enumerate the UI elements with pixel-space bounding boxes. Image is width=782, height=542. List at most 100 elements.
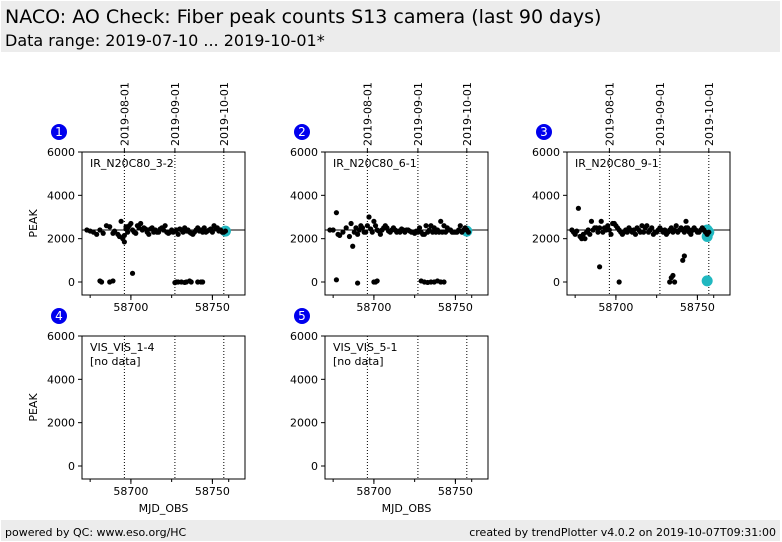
- y-tick-label: 2000: [47, 233, 75, 246]
- x-tick-label: 58700: [598, 301, 633, 314]
- data-point: [371, 218, 377, 224]
- panel-number-badge: [536, 124, 552, 140]
- y-tick-label: 6000: [290, 146, 318, 159]
- y-tick-label: 0: [311, 460, 318, 473]
- x-axis-label: MJD_OBS: [139, 502, 189, 515]
- data-point: [125, 229, 131, 235]
- data-point: [348, 220, 354, 227]
- panel-label: IR_N20C80_9-1: [575, 157, 659, 170]
- data-point: [112, 228, 118, 234]
- data-range-subtitle: Data range: 2019-07-10 ... 2019-10-01*: [5, 31, 325, 50]
- date-marker-label: 2019-08-01: [603, 82, 616, 146]
- data-point: [641, 229, 647, 235]
- panel-number-badge: [294, 308, 310, 324]
- data-point: [681, 253, 687, 259]
- panel-number: 3: [540, 125, 548, 139]
- no-data-note: [no data]: [90, 355, 141, 368]
- data-point: [94, 231, 100, 237]
- plot-frame: [81, 151, 246, 296]
- data-point: [673, 223, 679, 229]
- data-point: [138, 220, 144, 227]
- y-tick-label: 2000: [532, 233, 560, 246]
- data-point: [337, 232, 343, 239]
- data-point: [597, 264, 603, 270]
- data-point: [632, 231, 639, 237]
- data-point: [457, 223, 463, 229]
- data-point: [587, 231, 593, 237]
- date-marker-label: 2019-10-01: [703, 82, 716, 146]
- data-point: [582, 236, 588, 242]
- data-point: [689, 227, 696, 233]
- scatter-panel-3: 3 2019-08-01 2019-09-01 2019-10-01 0 2000 4000…: [532, 82, 731, 314]
- panel-number-badge: [51, 308, 67, 324]
- data-point: [129, 270, 136, 276]
- header-bar: NACO: AO Check: Fiber peak counts S13 ca…: [1, 1, 780, 52]
- footer-bar: powered by QC: www.eso.org/HC created by…: [1, 520, 780, 541]
- data-point: [575, 205, 582, 211]
- data-point: [350, 243, 356, 249]
- data-point: [606, 227, 612, 233]
- scatter-panel-5: 5 0 2000 4000 6000 58700 58750 MJD_OBS VIS_VIS_5…: [290, 308, 489, 515]
- y-tick-label: 0: [311, 276, 318, 289]
- highlight-point: [701, 275, 713, 287]
- panel-number: 1: [55, 125, 63, 139]
- y-tick-label: 6000: [47, 330, 75, 343]
- data-point: [595, 229, 601, 235]
- data-point: [363, 229, 369, 235]
- data-point: [188, 279, 194, 285]
- data-point: [100, 230, 106, 236]
- x-tick-label: 58700: [113, 301, 148, 314]
- data-point: [616, 279, 622, 285]
- panel-number: 5: [298, 309, 306, 323]
- footer-credit[interactable]: powered by QC: www.eso.org/HC: [5, 526, 187, 539]
- y-axis-label: PEAK: [27, 393, 40, 422]
- panel-label: VIS_VIS_1-4: [90, 341, 154, 354]
- y-tick-label: 0: [68, 276, 75, 289]
- panel-label: VIS_VIS_5-1: [333, 341, 397, 354]
- date-marker-label: 2019-09-01: [654, 82, 667, 146]
- data-point: [667, 279, 673, 285]
- panel-number-badge: [51, 124, 67, 140]
- data-point: [706, 229, 712, 235]
- scatter-panel-2: 2 2019-08-01 2019-09-01 2019-10-01 0 2000 4000…: [290, 82, 489, 314]
- x-axis-label: MJD_OBS: [382, 502, 432, 515]
- y-tick-label: 2000: [290, 417, 318, 430]
- panel-number: 2: [298, 125, 306, 139]
- data-point: [121, 232, 127, 239]
- data-point: [372, 223, 379, 229]
- y-tick-label: 0: [553, 276, 560, 289]
- data-point: [340, 229, 346, 235]
- plot-frame: [566, 151, 731, 296]
- data-point: [200, 279, 206, 285]
- plot-frame: [81, 335, 246, 480]
- y-tick-label: 4000: [47, 189, 75, 202]
- data-point: [605, 223, 611, 229]
- x-tick-label: 58750: [680, 301, 715, 314]
- data-point: [121, 239, 127, 245]
- x-tick-label: 58750: [438, 485, 473, 498]
- panel-number: 4: [55, 309, 63, 323]
- data-point: [377, 231, 384, 237]
- data-point: [598, 218, 604, 224]
- y-tick-label: 2000: [47, 417, 75, 430]
- data-point: [359, 225, 366, 231]
- panel-label: IR_N20C80_6-1: [333, 157, 417, 170]
- data-point: [162, 223, 168, 229]
- date-marker-label: 2019-09-01: [169, 82, 182, 146]
- data-point: [333, 210, 340, 216]
- page-title: NACO: AO Check: Fiber peak counts S13 ca…: [5, 6, 602, 28]
- data-point: [355, 231, 361, 237]
- data-point: [670, 272, 676, 279]
- scatter-panel-1: 1 2019-08-01 2019-09-01 2019-10-01 0 2000 4000…: [27, 82, 246, 314]
- y-tick-label: 4000: [290, 189, 318, 202]
- data-point: [97, 227, 103, 233]
- data-point: [330, 227, 336, 233]
- y-tick-label: 4000: [47, 373, 75, 386]
- y-tick-label: 6000: [47, 146, 75, 159]
- y-tick-label: 4000: [532, 189, 560, 202]
- data-point: [683, 218, 689, 224]
- footer-generator: created by trendPlotter v4.0.2 on 2019-1…: [469, 526, 776, 539]
- data-point: [175, 231, 181, 237]
- scatter-panel-4: 4 0 2000 4000 6000 58700 58750 PEAK MJD_OBS VIS_V…: [27, 308, 246, 515]
